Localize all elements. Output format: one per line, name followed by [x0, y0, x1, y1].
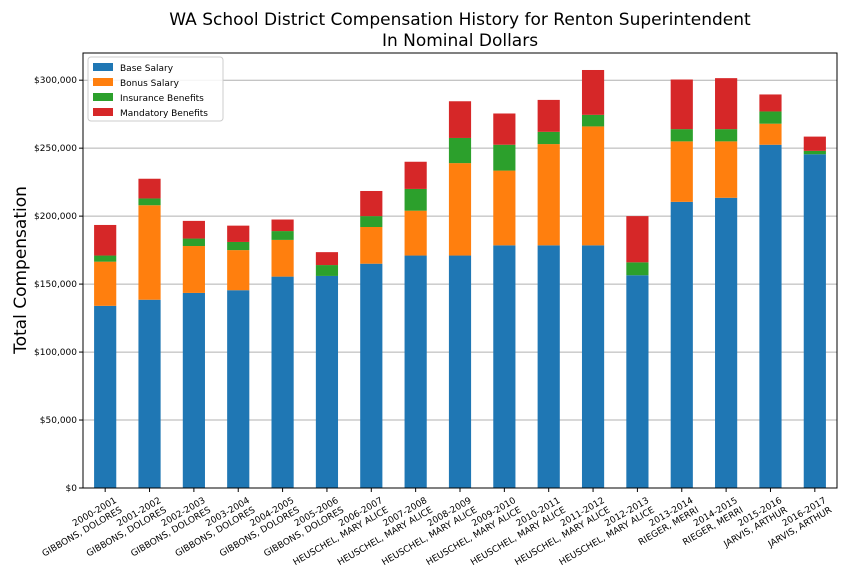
bar-segment [138, 299, 161, 488]
bar-segment [138, 205, 161, 300]
bar-segment [182, 238, 205, 247]
bar-segment [715, 197, 738, 488]
legend-swatch [93, 93, 113, 101]
y-axis-label: Total Compensation [11, 186, 31, 355]
bar-segment [138, 178, 161, 199]
legend-label: Base Salary [120, 64, 174, 74]
chart-title-line2: In Nominal Dollars [382, 31, 538, 51]
x-axis-ticks: 2000-2001GIBBONS, DOLORES2001-2002GIBBON… [35, 488, 834, 568]
bar-segment [759, 144, 782, 488]
bar-segment [715, 78, 738, 130]
bar-segment [271, 276, 294, 488]
bar-segment [581, 126, 605, 246]
bar-segment [94, 224, 117, 256]
bar-segment [227, 290, 250, 488]
bar-segment [138, 198, 161, 206]
bar-segment [537, 131, 560, 145]
y-tick-label: $250,000 [34, 144, 77, 154]
bar-segment [493, 144, 516, 171]
legend-swatch [93, 78, 113, 86]
bar-segment [670, 79, 693, 130]
bar-segment [670, 129, 693, 142]
bar-segment [182, 220, 205, 239]
bars-group [94, 69, 826, 488]
bar-segment [227, 250, 250, 291]
bar-segment [626, 275, 649, 488]
bar-segment [182, 292, 205, 488]
bar-segment [493, 245, 516, 488]
bar-segment [271, 231, 294, 240]
legend-frame [87, 56, 224, 122]
bar-segment [581, 69, 605, 115]
bar-segment [759, 94, 782, 112]
bar-segment [803, 154, 826, 488]
y-tick-label: $300,000 [34, 76, 77, 86]
legend-label: Bonus Salary [120, 79, 180, 89]
bar-segment [581, 114, 605, 127]
bar-segment [360, 263, 383, 488]
y-tick-label: $100,000 [34, 348, 77, 358]
bar-segment [227, 225, 250, 242]
bar-segment [803, 136, 826, 151]
bar-segment [360, 227, 383, 264]
y-tick-label: $0 [66, 484, 78, 494]
bar-segment [448, 137, 472, 164]
y-tick-label: $200,000 [34, 212, 77, 222]
legend-swatch [93, 63, 113, 71]
bar-segment [271, 219, 294, 232]
bar-segment [360, 190, 383, 217]
bar-segment [537, 245, 560, 488]
bar-segment [670, 201, 693, 488]
bar-segment [759, 111, 782, 124]
bar-segment [759, 123, 782, 145]
bar-segment [581, 245, 605, 488]
bar-segment [715, 129, 738, 142]
bar-segment [803, 150, 826, 155]
bar-segment [404, 255, 427, 488]
bar-segment [315, 265, 339, 276]
bar-segment [537, 99, 560, 132]
bar-segment [271, 239, 294, 277]
bar-segment [404, 161, 427, 189]
legend-swatch [93, 108, 113, 116]
y-tick-label: $50,000 [40, 416, 77, 426]
bar-segment [670, 141, 693, 202]
bar-segment [315, 252, 339, 266]
legend-label: Mandatory Benefits [120, 109, 208, 119]
bar-segment [315, 275, 339, 488]
bar-segment [626, 262, 649, 276]
bar-segment [493, 113, 516, 145]
legend: Base Salary Bonus Salary Insurance Benefit… [87, 56, 224, 122]
chart-title-line1: WA School District Compensation History … [169, 10, 751, 30]
bar-segment [448, 255, 472, 488]
bar-segment [537, 144, 560, 246]
bar-segment [360, 216, 383, 227]
bar-segment [493, 170, 516, 246]
bar-segment [404, 210, 427, 256]
y-tick-label: $150,000 [34, 280, 77, 290]
bar-segment [404, 188, 427, 211]
bar-segment [448, 101, 472, 138]
bar-segment [182, 246, 205, 293]
x-tick-label: 2000-2001GIBBONS, DOLORES [35, 496, 124, 560]
bar-segment [94, 261, 117, 306]
legend-label: Insurance Benefits [120, 94, 204, 104]
bar-segment [715, 141, 738, 198]
bar-segment [94, 255, 117, 262]
bar-segment [227, 241, 250, 251]
bar-segment [94, 305, 117, 488]
y-axis-ticks: $0 $50,000 $100,000 $150,000 $200,000 $250,00… [34, 76, 83, 494]
bar-segment [626, 216, 649, 263]
bar-segment [448, 163, 472, 256]
